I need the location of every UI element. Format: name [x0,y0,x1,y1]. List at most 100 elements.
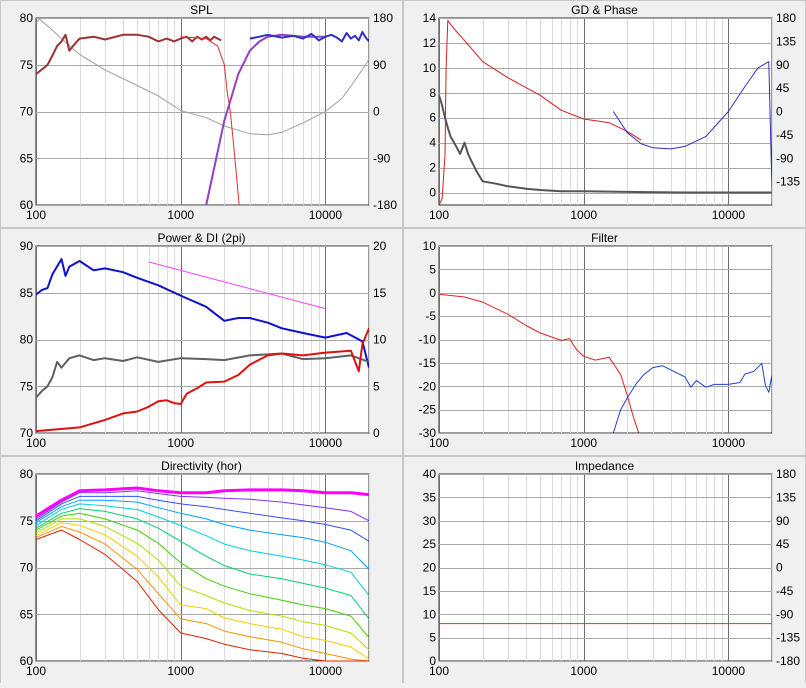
x-tick-label: 1000 [167,664,194,678]
series-line-2 [36,490,369,522]
series-line-10 [36,525,369,661]
y-tick-label: 85 [20,286,34,300]
x-tick-label: 100 [26,664,46,678]
y-tick-label: 20 [423,561,437,575]
y-tick-label: -30 [419,426,437,440]
y2-tick-label: 5 [373,379,380,393]
y2-tick-label: 0 [776,561,783,575]
x-tick-label: 100 [429,664,449,678]
series-line-9 [36,522,369,660]
series-line-5 [249,31,369,43]
series-line-5 [36,503,369,596]
y-tick-label: 10 [423,607,437,621]
series-line-4 [36,327,369,433]
y-tick-label: 75 [20,379,34,393]
chart-title: SPL [190,3,213,17]
x-tick-label: 1000 [570,664,597,678]
y2-tick-label: 0 [776,105,783,119]
series-line-1 [36,18,369,136]
y2-tick-label: 180 [776,11,796,25]
chart-panel-directivity: Directivity (hor) 60 65 70 75 80 100 1000 10000 [0,456,403,684]
y-tick-label: -25 [419,403,437,417]
y-tick-label: 10 [423,239,437,253]
y-tick-label: 70 [20,561,34,575]
y2-tick-label: 10 [373,333,387,347]
y-tick-label: 75 [20,58,34,72]
series-line-3 [439,95,772,194]
y-tick-label: 5 [429,631,436,645]
y-tick-label: 90 [20,239,34,253]
y-tick-label: -20 [419,379,437,393]
y2-tick-label: -135 [776,175,800,189]
y2-tick-label: 45 [776,81,790,95]
y2-tick-label: -90 [776,151,794,165]
plot-area [35,245,370,434]
y2-tick-label: 0 [373,426,380,440]
chart-title: Power & DI (2pi) [157,231,245,245]
y2-tick-label: 15 [373,286,387,300]
y-tick-label: 30 [423,514,437,528]
y2-tick-label: -135 [776,631,800,645]
y2-tick-label: 90 [373,58,387,72]
series-line-1 [36,486,369,518]
y-tick-label: 80 [20,467,34,481]
chart-title: Directivity (hor) [161,459,242,473]
series-line-6 [36,508,369,620]
series-line-1 [439,20,642,205]
y2-tick-label: 20 [373,239,387,253]
y2-tick-label: -45 [776,128,794,142]
y-tick-label: 10 [423,61,437,75]
y-tick-label: 8 [429,86,436,100]
y2-tick-label: 180 [776,467,796,481]
x-tick-label: 10000 [309,436,343,450]
y-tick-label: 5 [429,262,436,276]
y-tick-label: 65 [20,151,34,165]
series-line-11 [36,529,369,661]
panel-border [0,228,403,456]
series-line-2 [36,258,369,368]
y-tick-label: 0 [429,286,436,300]
x-tick-label: 10000 [309,664,343,678]
chart-title: GD & Phase [571,3,638,17]
y-tick-label: 65 [20,607,34,621]
x-tick-label: 1000 [167,436,194,450]
y-tick-label: 6 [429,111,436,125]
y-tick-label: 2 [429,161,436,175]
chart-panel-spl: SPL 60 65 70 75 80 -180 -90 0 90 180 100 1000 10000 [0,0,403,228]
y2-tick-label: 180 [373,11,393,25]
y2-tick-label: -90 [776,607,794,621]
x-tick-label: 1000 [570,436,597,450]
series-line-8 [36,518,369,651]
y-tick-label: 80 [20,333,34,347]
y-tick-label: 12 [423,36,437,50]
chart-panel-filter: Filter -30 -25 -20 -15 -10 -5 0 5 10 100 1000 10000 [403,228,806,456]
series-line-7 [36,512,369,638]
y-tick-label: -15 [419,356,437,370]
x-tick-label: 100 [26,208,46,222]
y2-tick-label: 0 [373,105,380,119]
y-tick-label: -5 [425,309,436,323]
y2-tick-label: 135 [776,490,796,504]
y-tick-label: 40 [423,467,437,481]
x-tick-label: 100 [26,436,46,450]
series-line-3 [180,36,240,205]
y-tick-label: 35 [423,490,437,504]
x-tick-label: 10000 [309,208,343,222]
plot-area [438,245,773,434]
chart-panel-impedance: Impedance 0 5 10 15 20 25 30 35 40 -180 -135 -90 -45 0… [403,456,806,684]
x-tick-label: 1000 [570,208,597,222]
x-tick-label: 100 [429,208,449,222]
chart-panel-gd_phase: GD & Phase 0 2 4 6 8 10 12 14 -135 -90 -45 0 45 90 135 1… [403,0,806,228]
chart-panel-power_di: Power & DI (2pi) 70 75 80 85 90 0 5 10 15 20 100 100… [0,228,403,456]
chart-title: Filter [591,231,618,245]
y2-tick-label: 90 [776,514,790,528]
y-tick-label: -10 [419,333,437,347]
panel-border [0,0,403,228]
plot-area [438,17,773,206]
series-line-2 [612,61,772,193]
x-tick-label: 100 [429,436,449,450]
series-line-1 [148,261,326,310]
y-tick-label: 75 [20,514,34,528]
